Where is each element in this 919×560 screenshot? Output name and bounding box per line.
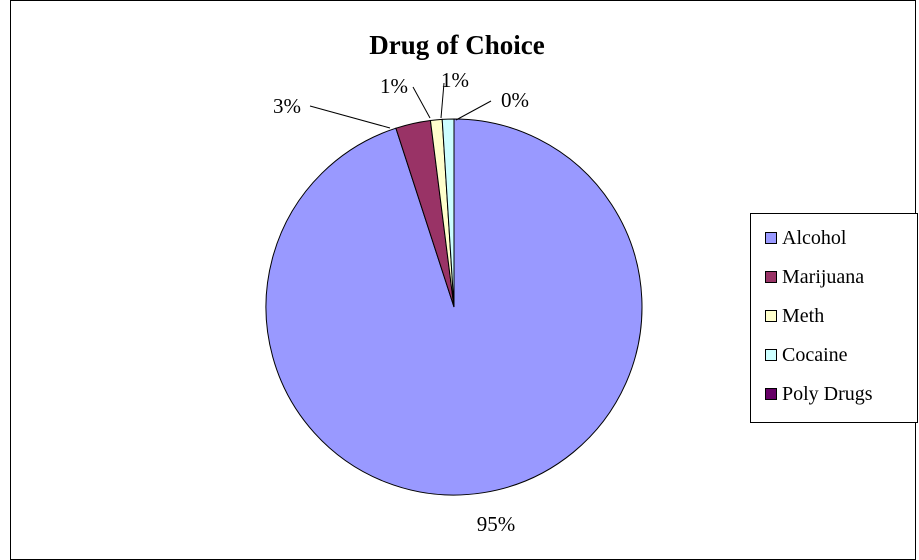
data-labels: 95% 3% 1% 1% 0%: [273, 68, 529, 536]
chart-title: Drug of Choice: [369, 30, 544, 60]
legend-swatch-poly-drugs: [765, 388, 777, 400]
legend-item-meth: Meth: [765, 302, 824, 330]
data-label-marijuana: 3%: [273, 94, 301, 118]
legend-swatch-marijuana: [765, 271, 777, 283]
data-label-cocaine: 1%: [441, 68, 469, 92]
legend-swatch-meth: [765, 310, 777, 322]
legend-item-marijuana: Marijuana: [765, 263, 864, 291]
legend-label-marijuana: Marijuana: [782, 265, 865, 288]
legend-label-meth: Meth: [782, 304, 825, 327]
legend-item-cocaine: Cocaine: [765, 341, 848, 369]
data-label-alcohol: 95%: [477, 512, 516, 536]
pie-slices: [265, 118, 643, 496]
leader-line-poly-drugs: [455, 100, 492, 121]
legend-label-cocaine: Cocaine: [782, 343, 848, 366]
legend-item-poly-drugs: Poly Drugs: [765, 380, 873, 408]
legend-item-alcohol: Alcohol: [765, 224, 846, 252]
data-label-poly-drugs: 0%: [501, 88, 529, 112]
leader-lines: [309, 82, 492, 129]
legend-swatch-cocaine: [765, 349, 777, 361]
leader-line-marijuana: [309, 105, 391, 129]
legend-label-alcohol: Alcohol: [782, 226, 847, 249]
data-label-meth: 1%: [380, 74, 408, 98]
legend: Alcohol Marijuana Meth Cocaine Poly Drug…: [750, 213, 918, 423]
leader-line-cocaine: [440, 82, 445, 119]
legend-label-poly-drugs: Poly Drugs: [782, 382, 873, 405]
legend-swatch-alcohol: [765, 232, 777, 244]
leader-line-meth: [412, 86, 431, 119]
pie-chart: Drug of Choice 95% 3% 1% 1% 0%: [265, 30, 643, 536]
